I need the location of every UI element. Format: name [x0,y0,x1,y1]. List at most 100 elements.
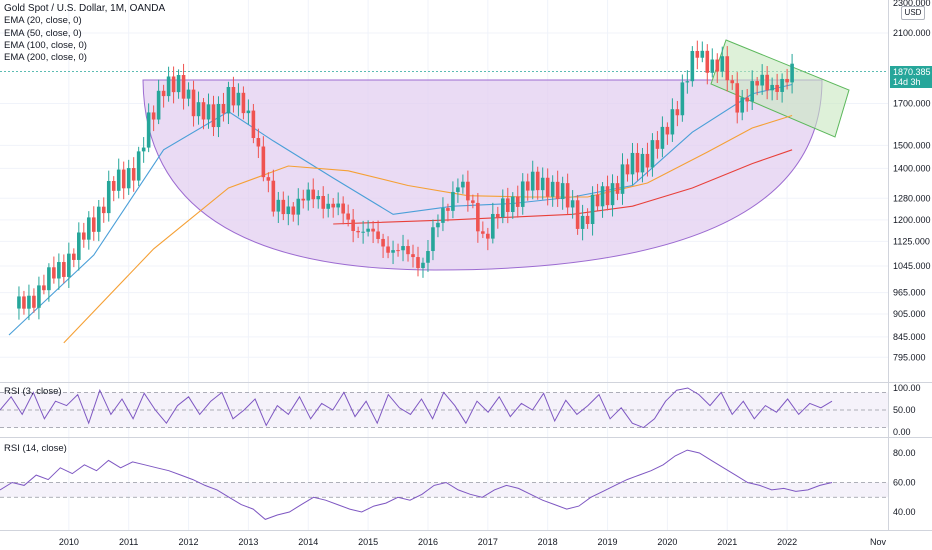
candle-body [96,206,101,232]
candle-body [471,200,475,203]
ema20-legend[interactable]: EMA (20, close, 0) [4,15,82,27]
candle-body [181,75,186,99]
rsi14-tick-label: 80.00 [893,448,916,458]
candle-body [216,103,221,128]
candle-body [500,198,505,218]
time-tick-label: 2015 [358,537,378,547]
candle-body [700,50,705,58]
candle-body [570,200,575,208]
cup-pattern-drawing[interactable] [142,79,823,271]
candle-body [211,104,216,128]
candle-body [406,246,410,255]
candle-body [206,104,211,120]
candle-body [266,177,271,181]
candle-body [351,219,355,231]
candle-body [560,183,565,200]
candle-body [735,83,740,113]
candle-body [550,181,555,197]
candle-body [620,164,625,194]
candle-body [750,81,754,102]
candle-body [481,231,485,234]
candle-body [276,199,281,212]
candle-body [740,97,745,113]
candle-body [91,217,96,232]
candle-body [650,140,655,168]
candle-body [451,191,455,211]
candle-body [615,183,620,194]
candle-body [381,238,385,247]
candle-body [785,78,789,83]
candle-body [755,81,759,86]
candle-body [106,180,111,214]
candle-body [191,89,196,117]
candle-body [580,215,585,229]
rsi3-label[interactable]: RSI (3, close) [4,386,62,397]
candle-body [520,181,525,207]
price-tick-label: 845.000 [893,332,926,342]
candle-body [336,203,340,208]
candle-body [321,196,326,209]
rsi14-tick-label: 60.00 [893,478,916,488]
candle-body [421,262,425,269]
candle-body [491,213,495,239]
candle-body [640,153,645,173]
price-tick-label: 1700.000 [893,99,931,109]
candle-body [431,227,435,252]
candle-body [530,171,535,191]
candle-body [22,296,26,309]
price-tick-label: 1200.000 [893,215,931,225]
ema200-legend[interactable]: EMA (200, close, 0) [4,52,87,64]
candle-body [775,84,779,92]
time-tick-label: 2017 [478,537,498,547]
time-tick-label: 2022 [777,537,797,547]
candle-body [281,199,286,215]
candle-body [610,183,615,206]
currency-badge[interactable]: USD [901,6,925,20]
candle-body [555,181,560,200]
candle-body [780,78,784,92]
candle-body [57,262,61,279]
candles [17,40,794,321]
time-tick-label: 2014 [298,537,318,547]
candle-body [326,203,331,209]
candle-body [386,246,390,253]
chart-legend: Gold Spot / U.S. Dollar, 1M, OANDA EMA (… [4,3,165,64]
candle-body [111,180,116,191]
candle-body [186,89,191,99]
candle-body [760,74,764,86]
candle-body [670,109,675,135]
candle-body [685,81,690,83]
cup-shape [142,79,823,271]
candle-body [510,196,515,212]
candle-body [116,169,121,191]
candle-body [466,181,470,201]
candle-body [446,208,450,211]
candle-body [745,97,750,102]
candle-body [251,110,256,139]
time-tick-label: 2010 [59,537,79,547]
price-tick-label: 965.000 [893,288,926,298]
candle-body [565,183,570,208]
candle-body [515,196,520,207]
price-tick-label: 2300.000 [893,0,931,8]
last-price-tag: 1870.385 14d 3h [890,66,932,88]
candle-body [600,186,605,207]
candle-body [496,213,500,218]
ema100-legend[interactable]: EMA (100, close, 0) [4,39,87,51]
rsi3-tick-label: 50.00 [893,405,916,415]
candle-body [47,267,51,291]
candle-body [635,152,640,173]
candle-body [27,295,31,309]
candle-body [146,112,151,148]
ema50-legend[interactable]: EMA (50, close, 0) [4,27,82,39]
candle-body [81,232,86,240]
time-tick-label: 2012 [179,537,199,547]
rsi14-label[interactable]: RSI (14, close) [4,443,67,454]
candle-body [540,177,545,191]
price-tick-label: 1280.000 [893,193,931,203]
candle-body [436,222,440,228]
candle-body [590,194,595,224]
price-tick-label: 2100.000 [893,28,931,38]
candle-body [441,208,445,223]
